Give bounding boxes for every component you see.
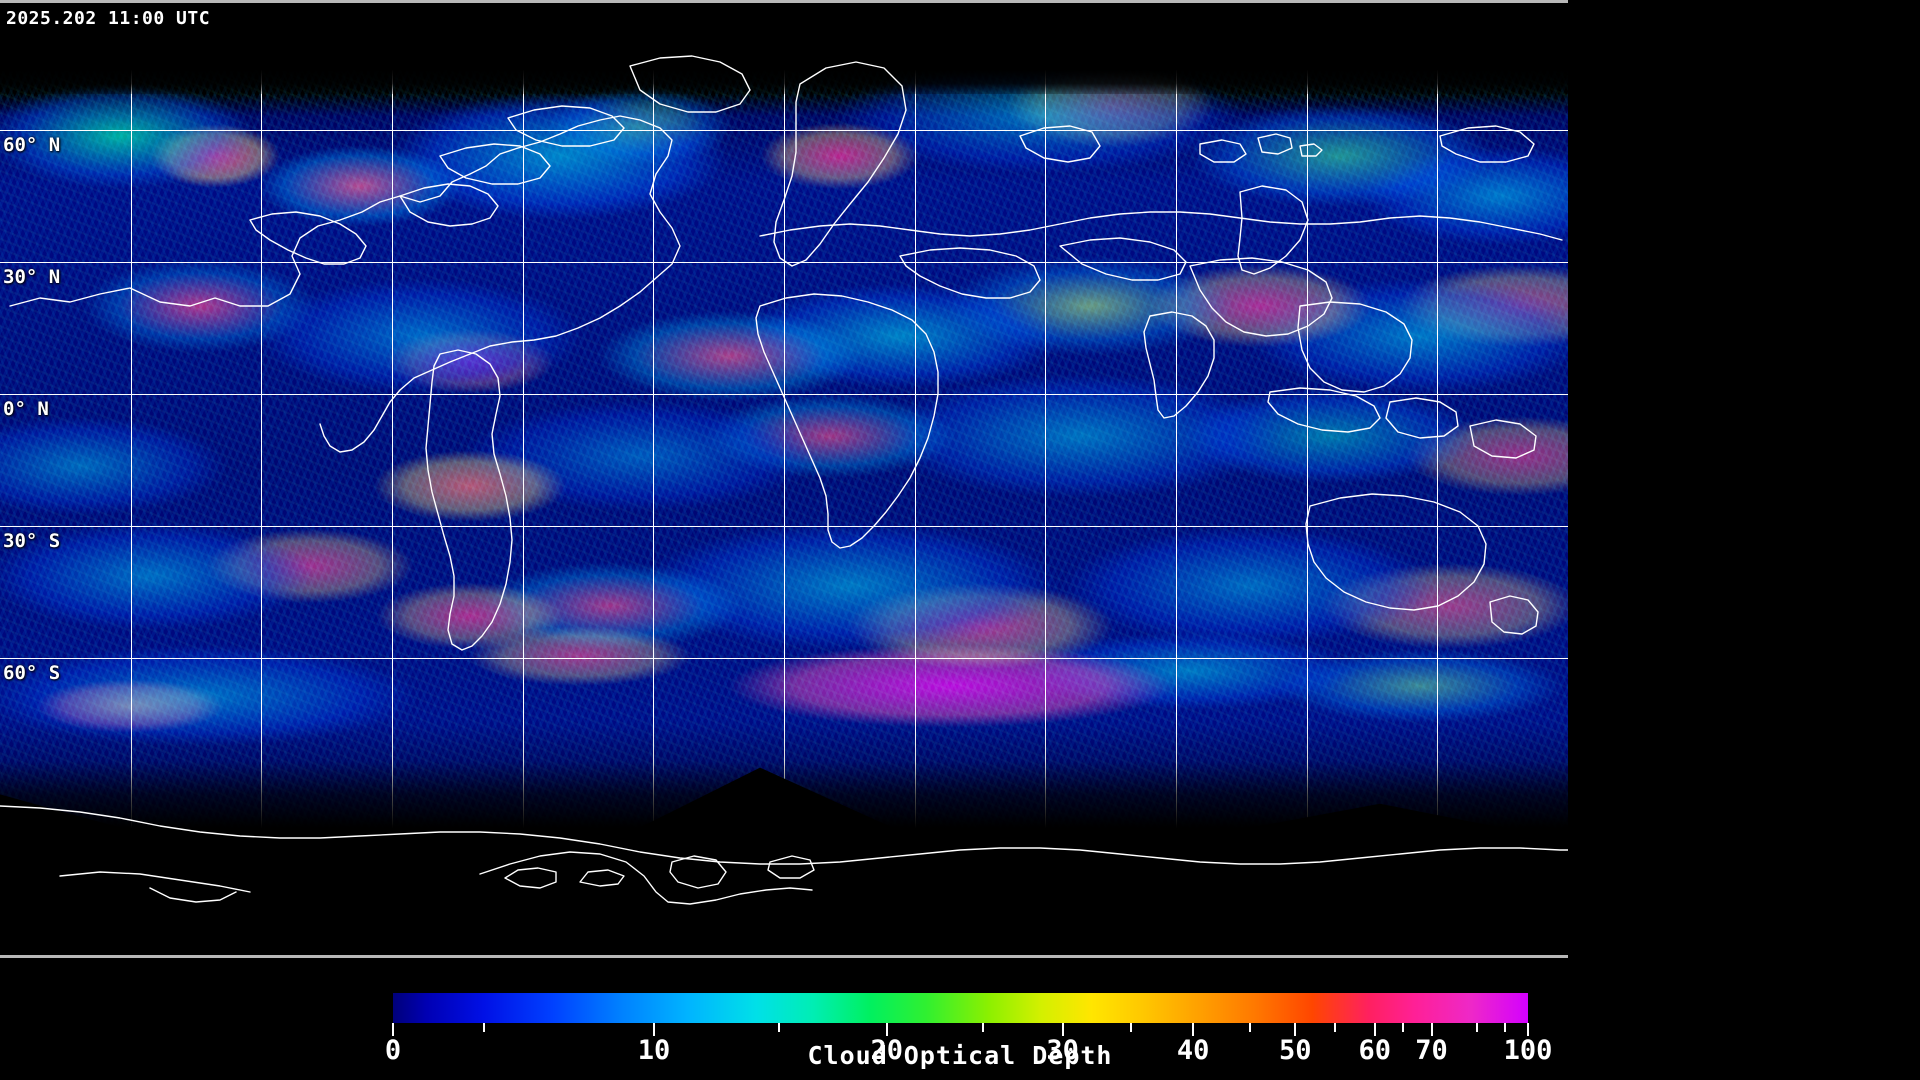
gridline-lon [261, 6, 262, 955]
colorbar-tick-label: 40 [1176, 1035, 1210, 1066]
colorbar-title-text: Cloud Optical Depth [807, 1041, 1113, 1070]
colorbar-tick [1129, 1023, 1132, 1032]
colorbar-tick-label: 100 [1503, 1035, 1553, 1066]
gridline-lat [0, 130, 1568, 131]
lat-label-0n: 0° N [3, 398, 49, 420]
gridline-lat [0, 262, 1568, 263]
colorbar-tick [1334, 1023, 1337, 1032]
gridline-lon [653, 6, 654, 955]
colorbar-tick [1475, 1023, 1478, 1032]
colorbar-tick [1248, 1023, 1251, 1032]
gridline-lon [392, 6, 393, 955]
polar-night-mask-north [0, 6, 1568, 94]
lat-label-60n: 60° N [3, 134, 61, 156]
colorbar-tick [1061, 1023, 1064, 1036]
map-panel: 60° N 30° N 0° N 30° S 60° S 2025.202 11… [0, 0, 1568, 958]
timestamp-label: 2025.202 11:00 UTC [6, 8, 211, 29]
colorbar-tick [1373, 1023, 1376, 1036]
colorbar-tick [982, 1023, 985, 1032]
colorbar-tick [1430, 1023, 1433, 1036]
colorbar-tick [1402, 1023, 1405, 1032]
colorbar-tick [1527, 1023, 1529, 1036]
gridline-lon [523, 6, 524, 955]
map-raster-area: 60° N 30° N 0° N 30° S 60° S [0, 6, 1568, 955]
gridline-lat [0, 658, 1568, 659]
colorbar-tick-label: 70 [1415, 1035, 1448, 1066]
colorbar-gradient [393, 993, 1528, 1023]
colorbar-title: Cloud Optical Depth [0, 1041, 1920, 1070]
gridline-lon [1045, 6, 1046, 955]
colorbar-tick [653, 1023, 656, 1036]
gridline-lon [1307, 6, 1308, 955]
colorbar-tick-label: 20 [870, 1035, 903, 1066]
colorbar-tick-label: 10 [637, 1035, 671, 1066]
colorbar-tick [885, 1023, 888, 1036]
colorbar-tick [777, 1023, 780, 1032]
colorbar-tick-label: 30 [1046, 1035, 1079, 1066]
gridline-lat [0, 526, 1568, 527]
colorbar-container: 0 10 20 30 40 50 60 70 100 [385, 993, 1552, 1064]
lat-label-60s: 60° S [3, 662, 61, 684]
colorbar-tick-label: 0 [384, 1035, 402, 1066]
colorbar-tick-label: 60 [1358, 1035, 1392, 1066]
gridline-lon [131, 6, 132, 955]
colorbar-tick [1294, 1023, 1297, 1036]
gridline-lon [1437, 6, 1438, 955]
colorbar-tick [392, 1023, 394, 1036]
gridline-lat [0, 394, 1568, 395]
colorbar-tick [1192, 1023, 1195, 1036]
lat-label-30n: 30° N [3, 266, 61, 288]
colorbar-tick-label: 50 [1279, 1035, 1312, 1066]
gridline-lon [1176, 6, 1177, 955]
colorbar-tick [1504, 1023, 1507, 1032]
colorbar-tick [482, 1023, 485, 1032]
lat-label-30s: 30° S [3, 530, 61, 552]
